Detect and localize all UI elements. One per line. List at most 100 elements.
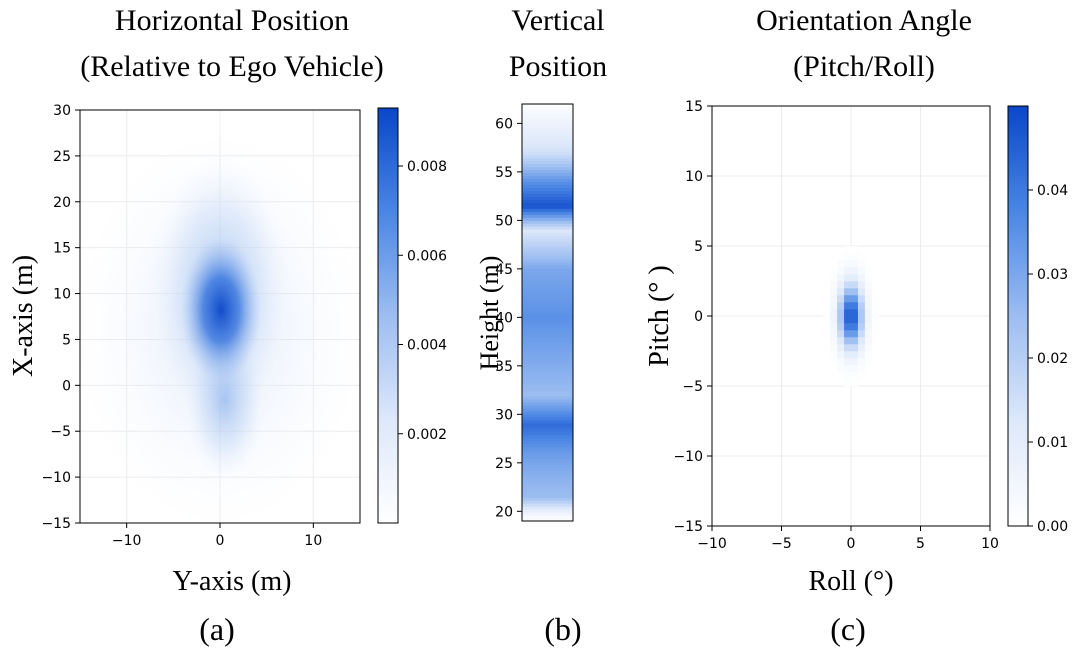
orientation-bin: [851, 288, 859, 296]
orientation-bin: [844, 337, 852, 345]
orientation-bin: [871, 295, 880, 303]
height-bin: [522, 246, 573, 251]
height-bin: [522, 416, 573, 421]
height-bin: [522, 261, 573, 266]
density-core: [181, 238, 261, 382]
height-bin: [522, 404, 573, 409]
height-bin: [522, 166, 573, 171]
orientation-bin: [837, 323, 845, 331]
height-bin: [522, 506, 573, 510]
orientation-bin: [837, 260, 845, 268]
orientation-bin: [851, 295, 859, 303]
orientation-bin: [844, 267, 852, 275]
height-bin: [522, 348, 573, 352]
panel-c-colorbar-tick-label: 0.01: [1037, 435, 1068, 451]
height-bin: [522, 172, 573, 177]
orientation-bin: [871, 316, 880, 324]
height-bin: [522, 324, 573, 328]
height-bin: [522, 226, 573, 230]
height-bin: [522, 479, 573, 483]
panel-b-ytick-label: 25: [495, 456, 513, 472]
height-bin: [522, 243, 573, 248]
height-bin: [522, 169, 573, 174]
height-bin: [522, 431, 573, 436]
height-bin: [522, 223, 573, 227]
height-bin: [522, 193, 573, 197]
panel-c-ytick-label: 15: [685, 99, 703, 115]
orientation-bin: [871, 330, 880, 338]
height-bin: [522, 273, 573, 278]
orientation-bin: [851, 337, 859, 345]
height-bin: [522, 354, 573, 358]
height-bin: [522, 306, 573, 311]
orientation-bin: [864, 274, 873, 282]
height-bin: [522, 476, 573, 480]
orientation-bin: [857, 260, 866, 268]
orientation-bin: [864, 302, 873, 310]
height-bin: [522, 464, 573, 468]
panel-c-xtick-label: −10: [697, 536, 727, 552]
height-bin: [522, 342, 573, 346]
orientation-bin: [837, 309, 845, 317]
height-bin: [522, 383, 573, 388]
height-bin: [522, 389, 573, 394]
height-bin: [522, 318, 573, 323]
height-bin: [522, 181, 573, 186]
height-bin: [522, 106, 573, 111]
orientation-bin: [844, 246, 852, 254]
panel-b-ytick-label: 35: [495, 359, 513, 375]
height-bin: [522, 112, 573, 117]
orientation-bin: [851, 253, 859, 261]
height-bin: [522, 148, 573, 153]
orientation-bin: [857, 288, 866, 296]
orientation-bin: [823, 316, 831, 324]
orientation-bin: [851, 267, 859, 275]
height-bin: [522, 163, 573, 168]
orientation-bin: [823, 302, 831, 310]
panel-a-ylabel: X-axis (m): [8, 255, 39, 377]
height-bin: [522, 491, 573, 495]
height-bin: [522, 142, 573, 147]
orientation-bin: [864, 295, 873, 303]
orientation-bin: [844, 274, 852, 282]
height-bin: [522, 241, 573, 245]
height-bin: [522, 518, 573, 521]
panel-b-axes-frame: [521, 103, 574, 522]
height-bin: [522, 291, 573, 296]
orientation-bin: [864, 351, 873, 359]
height-bin: [522, 375, 573, 379]
orientation-bin: [864, 288, 873, 296]
height-bin: [522, 127, 573, 132]
panel-b-caption: (b): [544, 611, 581, 647]
orientation-bin: [857, 358, 866, 366]
orientation-bin: [844, 351, 852, 359]
height-bin: [522, 509, 573, 513]
panel-a-ytick-label: 10: [53, 287, 71, 303]
orientation-bin: [837, 281, 845, 289]
panel-c-title-line2: (Pitch/Roll): [793, 50, 935, 83]
height-bin: [522, 160, 573, 165]
height-bin: [522, 434, 573, 439]
panel-a-density: [80, 130, 360, 523]
height-bin: [522, 330, 573, 334]
orientation-bin: [830, 330, 838, 338]
orientation-bin: [844, 344, 852, 352]
height-bin: [522, 443, 573, 448]
height-bin: [522, 467, 573, 471]
height-bin: [522, 449, 573, 454]
panel-c-ytick-label: 10: [685, 169, 703, 185]
height-bin: [522, 282, 573, 287]
height-bin: [522, 178, 573, 183]
panel-a-ytick-label: 0: [62, 378, 71, 394]
height-bin: [522, 232, 573, 236]
panel-c-title-line1: Orientation Angle: [756, 4, 972, 37]
height-bin: [522, 297, 573, 302]
orientation-bin: [844, 253, 852, 261]
orientation-bin: [851, 281, 859, 289]
orientation-bin: [823, 330, 831, 338]
height-bin: [522, 395, 573, 400]
orientation-bin: [851, 323, 859, 331]
height-bin: [522, 175, 573, 180]
